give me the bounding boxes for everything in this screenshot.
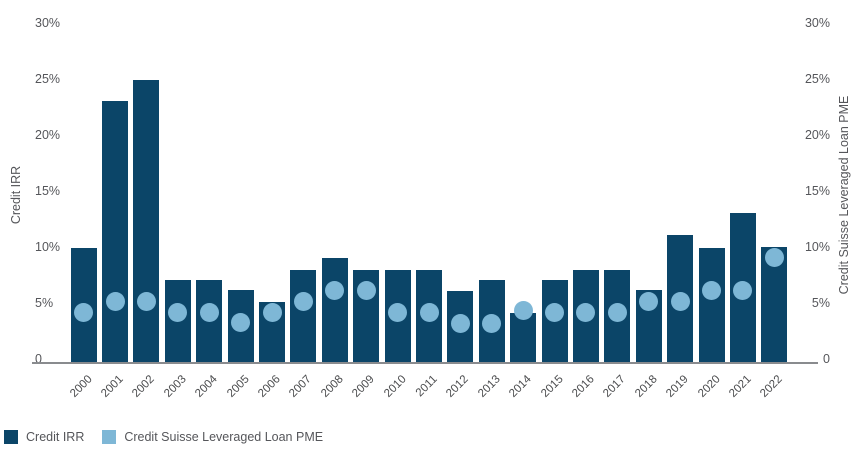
y-tick-label-right: 5% xyxy=(811,295,830,310)
pme-dot-2011 xyxy=(419,303,439,323)
y-tick-label-right: 30% xyxy=(804,15,830,30)
pme-dot-2007 xyxy=(293,292,313,312)
x-tick-label-2018: 2018 xyxy=(632,373,660,400)
y-tick-label-right: 20% xyxy=(804,127,830,142)
pme-dot-2021 xyxy=(733,280,753,300)
legend: Credit IRR Credit Suisse Leveraged Loan … xyxy=(4,430,323,444)
pme-dot-2022 xyxy=(764,248,784,268)
pme-dot-2000 xyxy=(74,303,94,323)
y-tick-label-right: 15% xyxy=(804,183,830,198)
y-axis-title-right: Credit Suisse Leveraged Loan PME xyxy=(836,95,851,295)
legend-label-credit-irr: Credit IRR xyxy=(26,429,85,444)
pme-dot-2004 xyxy=(199,303,219,323)
bar-2007 xyxy=(290,270,317,362)
pme-dot-2005 xyxy=(231,313,251,333)
bar-2020 xyxy=(698,247,725,362)
x-tick-label-2013: 2013 xyxy=(475,373,503,400)
x-tick-label-2008: 2008 xyxy=(319,373,346,400)
x-tick-label-2001: 2001 xyxy=(99,373,126,400)
x-tick-label-2020: 2020 xyxy=(695,373,723,400)
pme-dot-2002 xyxy=(136,292,156,312)
legend-swatch-pme xyxy=(102,430,117,444)
x-tick-label-2014: 2014 xyxy=(507,373,534,400)
x-axis-line xyxy=(32,362,818,364)
x-tick-label-2021: 2021 xyxy=(727,373,754,400)
y-tick-label-left: 5% xyxy=(35,295,54,310)
x-tick-label-2012: 2012 xyxy=(444,373,472,400)
x-tick-label-2016: 2016 xyxy=(570,373,597,400)
legend-item-pme: Credit Suisse Leveraged Loan PME xyxy=(102,430,323,444)
x-tick-label-2006: 2006 xyxy=(256,373,283,400)
y-tick-label-left: 0 xyxy=(35,351,42,366)
legend-item-credit-irr: Credit IRR xyxy=(4,430,84,444)
pme-dot-2010 xyxy=(388,303,408,323)
pme-dot-2001 xyxy=(105,292,125,312)
pme-dot-2014 xyxy=(513,300,533,320)
y-tick-label-left: 20% xyxy=(35,127,61,142)
pme-dot-2013 xyxy=(482,314,502,334)
y-tick-label-right: 0 xyxy=(823,351,830,366)
pme-dot-2003 xyxy=(168,303,188,323)
bar-2002 xyxy=(133,79,160,362)
x-tick-label-2002: 2002 xyxy=(130,373,158,400)
x-tick-label-2004: 2004 xyxy=(193,373,221,400)
y-tick-label-left: 10% xyxy=(35,239,61,254)
pme-dot-2009 xyxy=(356,280,376,300)
legend-label-pme: Credit Suisse Leveraged Loan PME xyxy=(124,429,324,444)
x-tick-label-2015: 2015 xyxy=(538,373,566,400)
x-tick-label-2010: 2010 xyxy=(381,373,409,400)
x-tick-label-2005: 2005 xyxy=(224,373,252,400)
y-tick-label-left: 25% xyxy=(35,71,61,86)
x-tick-label-2003: 2003 xyxy=(162,373,189,400)
x-tick-label-2007: 2007 xyxy=(287,373,315,400)
pme-dot-2015 xyxy=(545,303,565,323)
y-tick-label-left: 15% xyxy=(35,183,61,198)
bar-2008 xyxy=(321,257,348,362)
x-tick-label-2017: 2017 xyxy=(601,373,629,400)
y-tick-label-right: 25% xyxy=(804,71,830,86)
bar-2014 xyxy=(510,312,537,362)
x-tick-label-2019: 2019 xyxy=(664,373,691,400)
pme-dot-2006 xyxy=(262,303,282,323)
x-tick-label-2011: 2011 xyxy=(413,373,440,400)
y-axis-title-left: Credit IRR xyxy=(8,165,23,225)
x-tick-label-2000: 2000 xyxy=(67,373,95,400)
bar-2001 xyxy=(102,101,129,362)
pme-dot-2012 xyxy=(450,314,470,334)
pme-dot-2016 xyxy=(576,303,596,323)
x-tick-label-2022: 2022 xyxy=(758,373,786,400)
pme-dot-2017 xyxy=(607,303,627,323)
pme-dot-2008 xyxy=(325,280,345,300)
y-tick-label-right: 10% xyxy=(804,239,830,254)
pme-dot-2018 xyxy=(639,292,659,312)
legend-swatch-credit-irr xyxy=(4,430,18,444)
x-tick-label-2009: 2009 xyxy=(350,373,377,400)
pme-dot-2019 xyxy=(670,292,690,312)
y-tick-label-left: 30% xyxy=(35,15,61,30)
pme-dot-2020 xyxy=(702,280,722,300)
